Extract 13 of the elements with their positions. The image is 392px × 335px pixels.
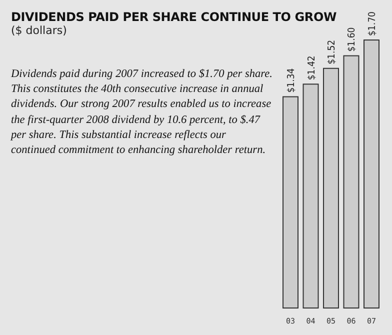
data-label: $1.34 [286, 68, 298, 93]
data-label: $1.70 [366, 12, 378, 36]
bar [282, 96, 298, 308]
data-label: $1.60 [346, 27, 358, 52]
text: Dividends paid during 2007 increased to $1.70 per share. This constitutes the 40th consecutive increase in annual dividends. Our strong 2007 results enabled us to increase the first-quarter 2008 dividend by 10.6 percent, to $.47 per share. This substantial increase reflects our continued commitment to enhancing shareholder return. [11, 67, 273, 158]
data-label: $1.52 [326, 40, 338, 64]
bar [323, 68, 339, 308]
data-label: $1.42 [306, 56, 318, 80]
text: ($ dollars) [11, 24, 67, 37]
text: DIVIDENDS PAID PER SHARE CONTINUE TO GROW [11, 10, 336, 24]
bar [343, 55, 360, 308]
bar [302, 84, 319, 308]
bar [364, 40, 380, 308]
